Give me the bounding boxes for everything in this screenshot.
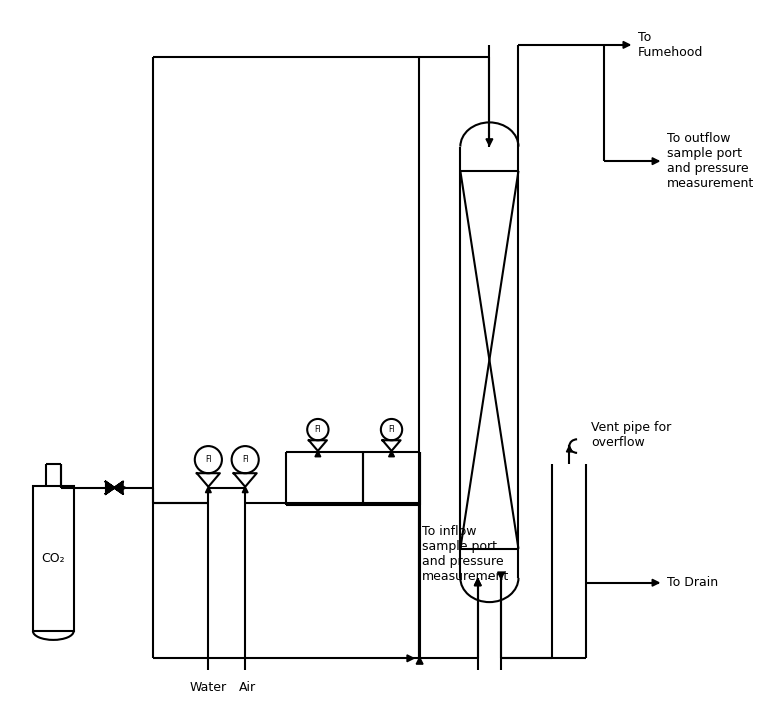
Polygon shape bbox=[242, 487, 248, 493]
Text: To
Fumehood: To Fumehood bbox=[637, 31, 703, 59]
Polygon shape bbox=[407, 655, 414, 661]
Polygon shape bbox=[652, 158, 659, 164]
Polygon shape bbox=[475, 579, 482, 586]
Polygon shape bbox=[114, 481, 123, 494]
Polygon shape bbox=[652, 579, 659, 586]
Polygon shape bbox=[498, 572, 505, 579]
Text: Vent pipe for
overflow: Vent pipe for overflow bbox=[591, 421, 671, 450]
Text: To outflow
sample port
and pressure
measurement: To outflow sample port and pressure meas… bbox=[667, 132, 754, 190]
Text: FI: FI bbox=[205, 455, 212, 464]
Text: Water: Water bbox=[190, 681, 227, 694]
Text: To inflow
sample port
and pressure
measurement: To inflow sample port and pressure measu… bbox=[422, 525, 509, 583]
Polygon shape bbox=[623, 42, 630, 48]
Bar bbox=[33, 486, 74, 631]
Polygon shape bbox=[475, 579, 482, 586]
Polygon shape bbox=[106, 481, 114, 494]
Text: FI: FI bbox=[315, 425, 321, 434]
Polygon shape bbox=[416, 657, 423, 664]
Polygon shape bbox=[567, 446, 572, 452]
Text: To Drain: To Drain bbox=[667, 576, 718, 589]
Polygon shape bbox=[486, 139, 493, 145]
Polygon shape bbox=[389, 451, 395, 457]
Polygon shape bbox=[206, 487, 211, 493]
Text: FI: FI bbox=[242, 455, 249, 464]
Polygon shape bbox=[315, 451, 321, 457]
Polygon shape bbox=[120, 485, 126, 491]
Text: FI: FI bbox=[388, 425, 395, 434]
Text: CO₂: CO₂ bbox=[41, 552, 65, 565]
Text: Air: Air bbox=[239, 681, 256, 694]
